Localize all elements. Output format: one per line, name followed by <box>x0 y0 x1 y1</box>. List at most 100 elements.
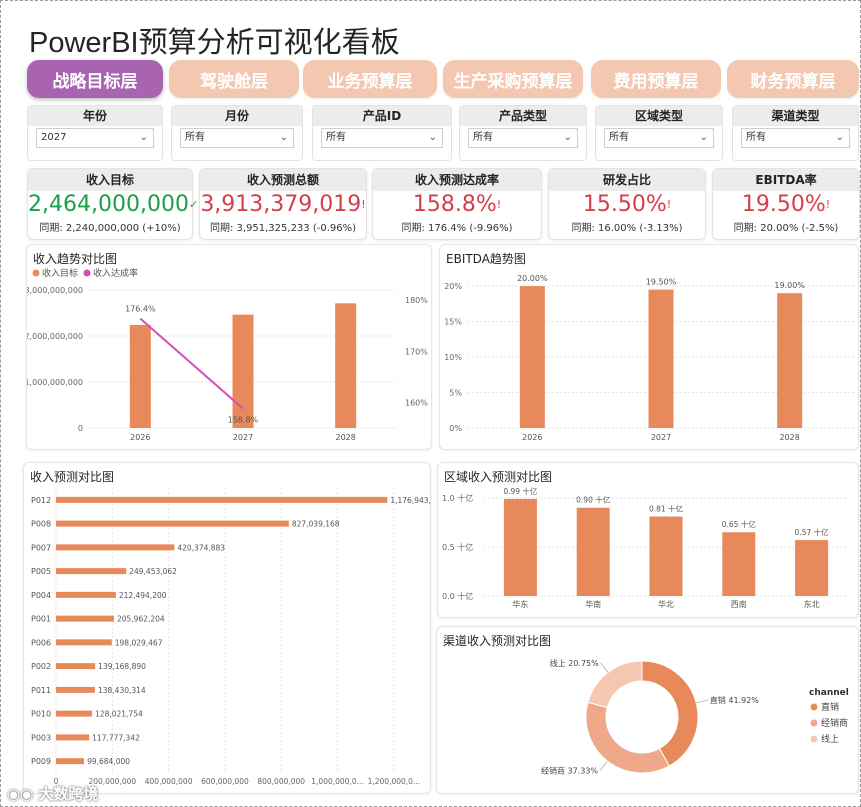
filter-year-value: 2027 <box>41 132 67 143</box>
data-label: 1,176,943,735 <box>390 496 432 505</box>
slice-data-label: 线上 20.75% <box>550 658 599 668</box>
kpi-value: 3,913,379,019 <box>200 192 362 217</box>
x-tick-label: 华东 <box>512 599 528 609</box>
x-tick-label: 800,000,000 <box>257 777 305 786</box>
x-tick-label: 600,000,000 <box>201 777 249 786</box>
line-data-label: 176.4% <box>125 305 156 314</box>
data-label: 0.99 十亿 <box>503 486 538 496</box>
y-tick-label: 10% <box>444 353 462 362</box>
y-tick-label: 0 <box>78 424 83 433</box>
x-tick-label: 华北 <box>658 599 674 609</box>
y2-tick-label: 160% <box>405 398 428 407</box>
ebitda-trend-panel: EBITDA趋势图 0% 5% 10% 15% 20% 20.00% 2026 19.50% 2… <box>439 244 859 450</box>
chevron-down-icon: ⌄ <box>279 132 288 143</box>
y-tick-label: P004 <box>31 591 51 600</box>
data-label: 0.65 十亿 <box>722 519 757 529</box>
data-label: 0.81 十亿 <box>649 504 684 514</box>
filter-product-id-dropdown[interactable]: 所有 ⌄ <box>321 128 443 148</box>
nav-production-budget-button[interactable]: 生产采购预算层 <box>443 60 583 98</box>
data-label: 0.57 十亿 <box>795 527 830 537</box>
slice-leader-line <box>696 699 708 704</box>
legend-title: channel <box>809 688 849 698</box>
donut-slice <box>585 701 670 774</box>
kpi-label: EBITDA率 <box>713 169 859 191</box>
alert-icon: ! <box>496 198 502 211</box>
y-tick-label: P001 <box>31 615 51 624</box>
filter-region-type-dropdown[interactable]: 所有 ⌄ <box>604 128 714 148</box>
y-tick-label: P010 <box>31 710 51 719</box>
y-tick-label: 1.0 十亿 <box>442 493 473 503</box>
legend-marker <box>810 703 818 711</box>
chart-title: EBITDA趋势图 <box>446 252 526 266</box>
line-data-label: 158.8% <box>228 416 259 425</box>
data-label: 19.50% <box>646 278 677 287</box>
filter-year: 年份 2027 ⌄ <box>27 105 163 161</box>
filter-product-type: 产品类型 所有 ⌄ <box>459 105 587 161</box>
x-tick-label: 400,000,000 <box>145 777 193 786</box>
filter-channel-type-label: 渠道类型 <box>733 106 858 126</box>
line-achievement-rate <box>139 317 244 410</box>
data-label: 20.00% <box>517 274 548 283</box>
x-tick-label: 2027 <box>233 433 253 442</box>
kpi-value: 19.50% <box>741 192 826 217</box>
filter-month-value: 所有 <box>185 132 205 143</box>
y-tick-label: 20% <box>444 282 462 291</box>
kpi-revenue-target: 收入目标 2,464,000,000✓ 同期: 2,240,000,000 (+… <box>27 168 198 240</box>
y-tick-label: P009 <box>31 757 51 766</box>
bar-revenue-target <box>335 303 357 428</box>
legend-marker <box>32 269 40 277</box>
filter-product-type-dropdown[interactable]: 所有 ⌄ <box>468 128 578 148</box>
check-icon: ✓ <box>188 198 199 211</box>
legend-label: 收入目标 <box>42 267 78 279</box>
chart-title: 收入预测对比图 <box>30 470 115 484</box>
nav-business-budget-button[interactable]: 业务预算层 <box>303 60 437 98</box>
data-label: 420,374,883 <box>177 543 225 552</box>
data-label: 212,494,200 <box>119 591 167 600</box>
channel-forecast-chart[interactable]: 直销 41.92% 经销商 37.33% 线上 20.75% channel 直销经销商… <box>437 627 860 795</box>
chevron-down-icon: ⌄ <box>139 132 148 143</box>
bar-region-forecast <box>576 507 610 596</box>
ebitda-trend-chart[interactable]: 0% 5% 10% 15% 20% 20.00% 2026 19.50% 2027 19.00% 2… <box>440 245 860 451</box>
nav-cockpit-button[interactable]: 驾驶舱层 <box>169 60 299 98</box>
revenue-forecast-chart[interactable]: 0 200,000,000 400,000,000 600,000,000 800,00… <box>24 463 432 795</box>
revenue-forecast-panel: 收入预测对比图 0 200,000,000 400,000,000 600,000,0… <box>23 462 432 795</box>
bar-product-forecast <box>56 686 95 693</box>
alert-icon: ! <box>825 198 831 211</box>
data-label: 99,684,000 <box>87 757 130 766</box>
revenue-trend-chart[interactable]: 收入目标 收入达成率 0 1,000,000,000 2,000,000,000 3,00… <box>27 245 433 451</box>
chevron-down-icon: ⌄ <box>563 132 572 143</box>
slice-leader-line <box>599 760 608 771</box>
chart-title: 渠道收入预测对比图 <box>443 634 552 648</box>
filter-product-id-value: 所有 <box>326 132 346 143</box>
y-tick-label: P011 <box>31 686 51 695</box>
x-tick-label: 西南 <box>731 599 747 609</box>
filter-year-dropdown[interactable]: 2027 ⌄ <box>36 128 154 148</box>
bar-product-forecast <box>56 615 114 622</box>
filter-product-id-label: 产品ID <box>313 106 451 126</box>
nav-strategy-button[interactable]: 战略目标层 <box>27 60 163 98</box>
alert-icon: ! <box>666 198 672 211</box>
y-tick-label: 5% <box>449 389 462 398</box>
data-label: 205,962,204 <box>117 615 165 624</box>
nav-finance-budget-button[interactable]: 财务预算层 <box>727 60 859 98</box>
x-tick-label: 200,000,000 <box>88 777 136 786</box>
chevron-down-icon: ⌄ <box>835 132 844 143</box>
bar-region-forecast <box>503 498 537 596</box>
filter-channel-type: 渠道类型 所有 ⌄ <box>732 105 859 161</box>
legend-label: 经销商 <box>821 717 848 729</box>
data-label: 139,168,890 <box>98 662 146 671</box>
x-tick-label: 0 <box>54 777 59 786</box>
bar-product-forecast <box>56 520 289 527</box>
kpi-comparison: 同期: 3,951,325,233 (-0.96%) <box>209 223 357 234</box>
filter-month-dropdown[interactable]: 所有 ⌄ <box>180 128 294 148</box>
filter-channel-type-dropdown[interactable]: 所有 ⌄ <box>741 128 850 148</box>
bar-product-forecast <box>56 710 93 717</box>
channel-forecast-panel: 渠道收入预测对比图 直销 41.92% 经销商 37.33% 线上 20.75% ch… <box>436 626 859 794</box>
filter-product-type-value: 所有 <box>473 132 493 143</box>
alert-icon: ! <box>361 198 366 211</box>
y-tick-label: P006 <box>31 638 51 647</box>
nav-expense-budget-button[interactable]: 费用预算层 <box>591 60 721 98</box>
filter-region-type: 区域类型 所有 ⌄ <box>595 105 723 161</box>
